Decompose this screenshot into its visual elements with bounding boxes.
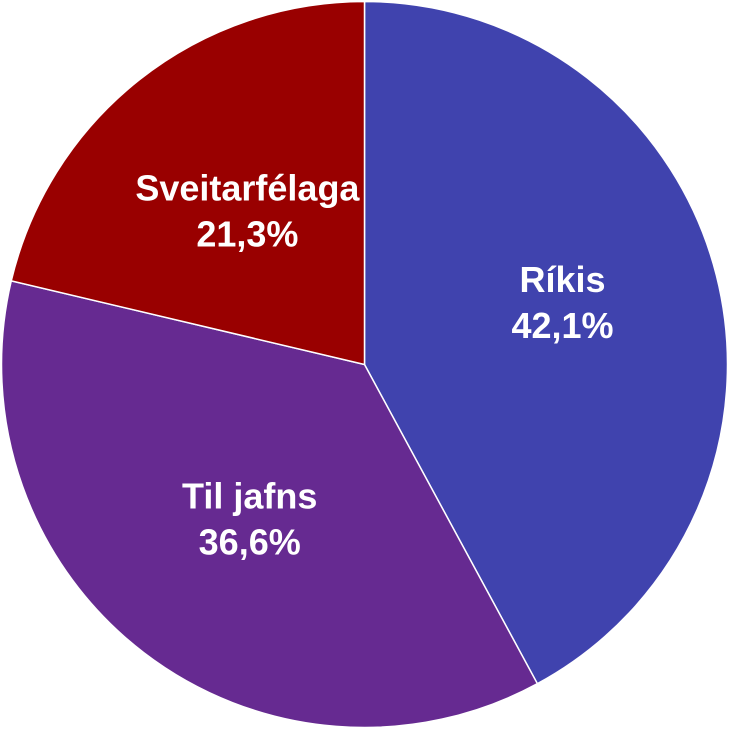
pie-slice-2: [10, 0, 366, 366]
slice-name-label-2: Sveitarfélaga: [135, 167, 360, 208]
slice-value-label-2: 21,3%: [196, 213, 298, 254]
pie-slice-1: [0, 279, 539, 729]
pie-slice-0: [363, 0, 729, 685]
slice-value-label-1: 36,6%: [199, 521, 301, 562]
slice-value-label-0: 42,1%: [511, 305, 613, 346]
labels-layer: Ríkis 42,1% Til jafns 36,6% Sveitarfélaga 21,…: [135, 167, 613, 562]
slice-name-label-1: Til jafns: [182, 475, 317, 516]
slice-name-label-0: Ríkis: [519, 259, 605, 300]
